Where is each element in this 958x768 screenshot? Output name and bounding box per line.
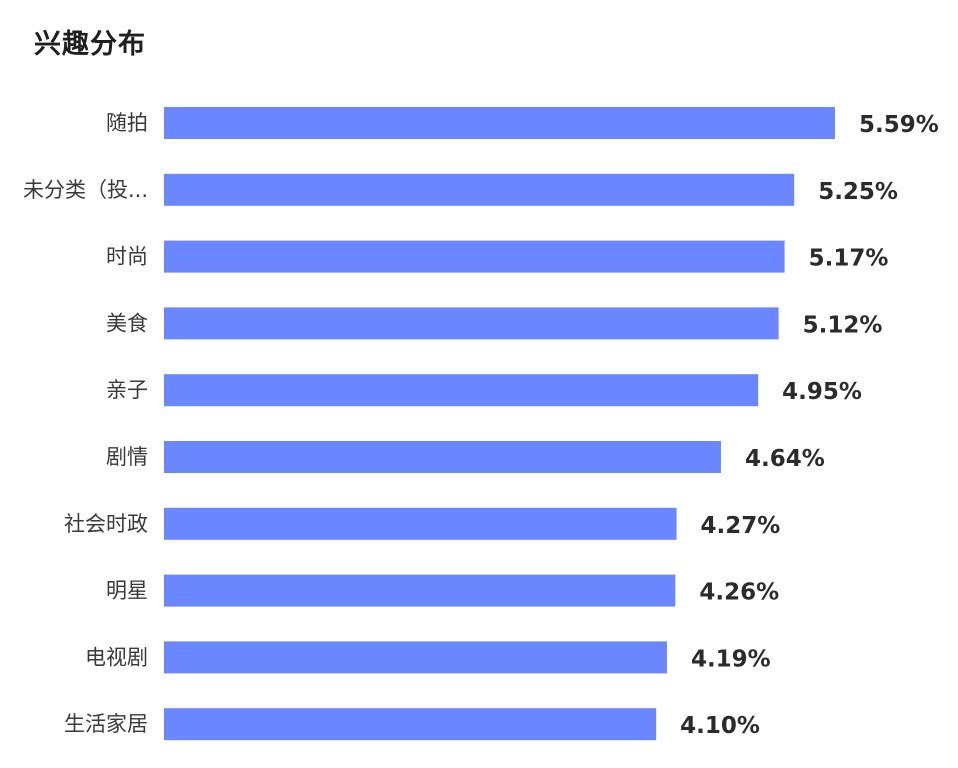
bar-2 [164,240,785,273]
bars-group [164,107,835,741]
value-label-9: 4.10% [680,713,760,739]
value-label-7: 4.26% [699,580,779,606]
category-label-9: 生活家居 [64,712,148,736]
category-label-3: 美食 [106,311,148,335]
bar-6 [164,507,677,540]
value-label-1: 5.25% [818,179,898,205]
value-label-4: 4.95% [782,379,862,405]
bar-5 [164,441,721,473]
category-label-6: 社会时政 [64,512,148,536]
bar-7 [164,574,676,607]
value-label-0: 5.59% [859,112,939,138]
category-label-4: 亲子 [106,378,148,402]
category-label-2: 时尚 [106,245,148,269]
value-label-6: 4.27% [701,513,781,539]
value-label-2: 5.17% [809,246,889,272]
value-label-3: 5.12% [803,312,883,338]
value-label-8: 4.19% [691,646,771,672]
chart-title: 兴趣分布 [34,29,146,60]
value-labels-group: 5.59% 5.25% 5.17% 5.12% 4.95% 4.64% 4.27% 4.26%… [680,112,939,739]
bar-9 [164,708,657,741]
bar-1 [164,173,795,206]
category-label-1: 未分类（投... [23,178,148,202]
bar-8 [164,641,667,674]
bar-0 [164,107,835,139]
bar-4 [164,374,759,407]
category-label-0: 随拍 [106,111,148,135]
value-label-5: 4.64% [745,446,825,472]
category-label-7: 明星 [106,579,148,603]
category-label-5: 剧情 [106,445,148,469]
bar-3 [164,307,779,340]
category-label-8: 电视剧 [85,645,148,669]
